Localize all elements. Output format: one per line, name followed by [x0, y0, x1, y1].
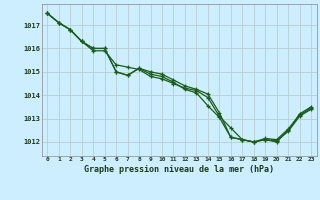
X-axis label: Graphe pression niveau de la mer (hPa): Graphe pression niveau de la mer (hPa)	[84, 165, 274, 174]
